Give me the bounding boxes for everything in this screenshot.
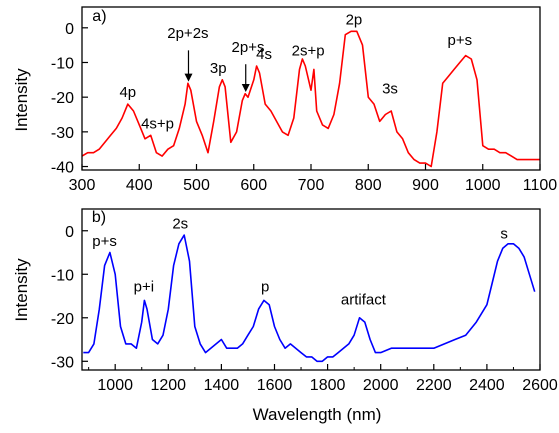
panel-b-x-tick-label: 2400 <box>469 377 505 394</box>
panel-a-peak-label: 3s <box>382 81 398 98</box>
panel-b-peak-label: p+s <box>92 233 117 250</box>
panel-b-x-tick-label: 1400 <box>204 377 240 394</box>
panel-a-peak-label: 2p+s <box>232 39 265 56</box>
panel-a-x-tick-label: 1000 <box>465 177 501 194</box>
panel-b-peak-label: p <box>261 279 269 296</box>
panel-b-plot-frame <box>81 208 541 371</box>
panel-a-spectrum-chart: 300 400 500 600 700 800 900 1000 1100 0 -10 -20 -30 -… <box>51 6 558 194</box>
panel-b-peak-label: artifact <box>341 292 387 309</box>
panel-b-y-tick-label: -30 <box>51 354 74 371</box>
panel-a-annotation-arrowhead <box>184 73 193 82</box>
panel-b-y-axis-label: Intensity <box>12 258 31 322</box>
panel-a-x-tick-label: 600 <box>240 177 267 194</box>
panel-a-y-tick-label: -40 <box>51 160 74 177</box>
x-axis-label: Wavelength (nm) <box>253 405 382 424</box>
panel-b-peak-label: 2s <box>172 216 188 233</box>
panel-b-series-line <box>83 234 536 363</box>
panel-b-x-tick-label: 2200 <box>416 377 452 394</box>
panel-b-peak-label: s <box>500 226 508 243</box>
panel-b-x-tick-label: 1800 <box>310 377 346 394</box>
panel-a-y-tick-label: -20 <box>51 90 74 107</box>
panel-a-peak-label: 4s <box>256 46 272 63</box>
panel-a-peak-label: 4p <box>119 84 136 101</box>
panel-a-series-line <box>81 30 540 168</box>
panel-a-y-tick-label: -10 <box>51 55 74 72</box>
panel-a-peak-label: 2p <box>346 11 363 28</box>
panel-b-y-tick-label: 0 <box>65 224 74 241</box>
panel-a-x-tick-label: 300 <box>69 177 96 194</box>
panel-a-peak-label: 3p <box>210 60 227 77</box>
panel-b-peak-label: p+i <box>134 279 154 296</box>
panel-b-y-tick-label: -10 <box>51 267 74 284</box>
panel-a-annotation-arrowhead <box>241 83 250 92</box>
panel-b-x-tick-label: 1600 <box>257 377 293 394</box>
panel-a-peak-label: 2s+p <box>292 43 325 60</box>
panel-a-x-tick-label: 500 <box>183 177 210 194</box>
panel-b-x-tick-label: 2600 <box>522 377 558 394</box>
panel-b-spectrum-chart: 1000 1200 1400 1600 1800 2000 2200 2400 2600 0 -10… <box>51 208 558 394</box>
panel-a-x-tick-label: 1100 <box>523 177 558 194</box>
panel-a-peak-label: 2p+2s <box>167 25 208 42</box>
panel-a-y-tick-label: 0 <box>65 21 74 38</box>
panel-b-x-tick-label: 1200 <box>150 377 186 394</box>
panel-a-x-tick-label: 400 <box>126 177 153 194</box>
panel-b-y-tick-label: -20 <box>51 311 74 328</box>
panel-a-y-tick-label: -30 <box>51 125 74 142</box>
panel-a-peak-label: 4s+p <box>141 115 174 132</box>
panel-b-x-tick-label: 2000 <box>363 377 399 394</box>
panel-a-y-axis-label: Intensity <box>12 68 31 132</box>
panel-a-peak-label: p+s <box>448 32 473 49</box>
panel-a-x-tick-label: 800 <box>355 177 382 194</box>
panel-b-x-tick-label: 1000 <box>97 377 133 394</box>
panel-a-x-tick-label: 700 <box>298 177 325 194</box>
panel-a-x-tick-label: 900 <box>412 177 439 194</box>
panel-b-panel-label: b) <box>92 209 106 226</box>
panel-a-panel-label: a) <box>92 8 106 25</box>
